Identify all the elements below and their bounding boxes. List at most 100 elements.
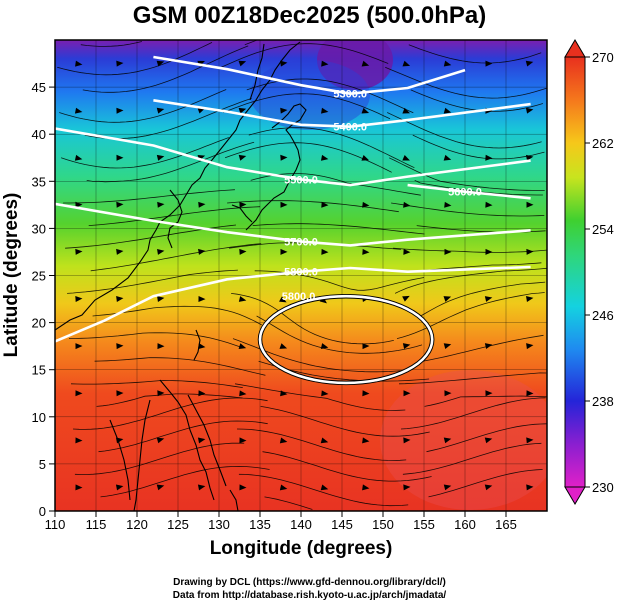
wind-arrow: [75, 437, 83, 444]
wind-arrow: [116, 107, 124, 114]
sakhalin-coast: [249, 43, 265, 101]
wind-arrow: [403, 437, 411, 444]
x-tick-label: 115: [86, 517, 107, 532]
coastline: [55, 41, 307, 511]
wind-arrow: [116, 201, 124, 208]
wind-arrow: [157, 248, 165, 255]
wind-arrow: [485, 390, 493, 397]
contour-line: [153, 99, 531, 128]
wind-arrow: [320, 343, 329, 350]
wind-arrow: [198, 248, 206, 255]
wind-arrow: [198, 201, 206, 208]
contour-line: [153, 55, 466, 95]
cold-trough-ring: [250, 60, 370, 130]
wind-arrow: [198, 390, 206, 397]
credit-data: Data from http://database.rish.kyoto-u.a…: [172, 590, 447, 601]
wind-arrow: [239, 248, 247, 255]
streamline: [424, 395, 547, 407]
streamline: [393, 247, 547, 253]
wind-arrow: [239, 484, 247, 491]
geopotential-contours: [55, 55, 531, 386]
contour-line: [55, 265, 531, 343]
wind-arrow: [156, 154, 165, 161]
wind-arrow: [443, 343, 452, 349]
wind-arrow: [362, 484, 370, 491]
wind-arrow: [75, 296, 83, 302]
wind-arrow: [279, 484, 288, 491]
wind-arrow: [403, 390, 411, 397]
wind-arrow: [484, 296, 493, 302]
streamline: [90, 243, 262, 272]
contour-label: 5700.0: [284, 237, 318, 249]
y-tick-label: 35: [32, 174, 46, 189]
wind-arrow: [444, 201, 452, 208]
y-tick-label: 30: [32, 221, 46, 236]
asian-coast: [55, 41, 301, 331]
south-china-sea-coast: [133, 399, 151, 511]
wind-arrow: [115, 484, 124, 491]
streamline: [88, 206, 261, 226]
streamline: [68, 332, 240, 348]
wind-arrow: [157, 343, 165, 350]
wind-arrow: [484, 343, 493, 350]
streamline: [223, 93, 391, 120]
streamline: [221, 43, 389, 68]
wind-arrow: [238, 343, 247, 349]
wind-arrow: [526, 248, 534, 255]
x-tick-label: 140: [290, 517, 312, 532]
wind-arrow: [443, 484, 452, 491]
wind-arrow: [319, 296, 327, 304]
wind-arrow: [403, 248, 411, 255]
streamline: [396, 292, 545, 339]
streamline: [420, 281, 546, 317]
streamline: [231, 293, 394, 345]
colorbar-tick-label: 246: [592, 308, 614, 323]
wind-arrow: [197, 107, 206, 114]
wind-arrow: [403, 201, 411, 208]
contour-label: 5800.0: [284, 267, 318, 279]
credit-drawing: Drawing by DCL (https://www.gfd-dennou.o…: [173, 577, 446, 588]
wind-arrow: [74, 107, 83, 114]
x-tick-label: 145: [331, 517, 353, 532]
closed-contour-line: [258, 294, 434, 385]
wind-arrow: [239, 390, 247, 397]
wind-arrow: [75, 60, 83, 67]
contour-label: 5400.0: [333, 122, 367, 134]
wind-arrow: [75, 201, 83, 208]
wind-arrow: [402, 343, 411, 350]
wind-arrow: [156, 484, 165, 491]
colorbar-tick-label: 238: [592, 394, 614, 409]
wind-arrow: [525, 107, 534, 114]
japan-coast: [245, 103, 307, 231]
wind-arrow: [198, 343, 206, 350]
x-tick-label: 120: [126, 517, 148, 532]
wind-arrow: [443, 60, 452, 67]
wind-arrow: [443, 296, 452, 302]
wind-arrow: [156, 107, 165, 114]
y-tick-label: 25: [32, 269, 46, 284]
contour-label: 5500.0: [284, 174, 318, 186]
streamline: [264, 496, 313, 510]
wind-arrow: [279, 343, 288, 349]
streamline: [262, 451, 432, 482]
colorbar-bottom-arrow: [564, 486, 586, 505]
wind-arrow: [443, 107, 452, 114]
map-title: GSM 00Z18Dec2025 (500.0hPa): [132, 2, 487, 29]
wind-arrow: [362, 390, 370, 397]
streamline: [236, 428, 407, 461]
streamline: [59, 89, 227, 123]
wind-arrow: [74, 154, 83, 161]
wind-arrow: [280, 154, 288, 161]
colorbar-tick-label: 230: [592, 480, 614, 495]
streamline: [248, 127, 415, 169]
wind-arrow: [485, 201, 493, 208]
colorbar-ticks: 230 238 246 254 262 270: [585, 50, 614, 495]
wind-arrow: [156, 60, 165, 67]
wind-arrow: [444, 390, 452, 397]
wind-arrow: [485, 60, 493, 67]
wind-arrow: [444, 248, 452, 255]
contour-labels: 5300.0 5400.0 5500.0 5600.0 5700.0 5800.0 5800…: [282, 89, 482, 304]
streamline: [67, 269, 238, 294]
streamline: [82, 45, 249, 93]
